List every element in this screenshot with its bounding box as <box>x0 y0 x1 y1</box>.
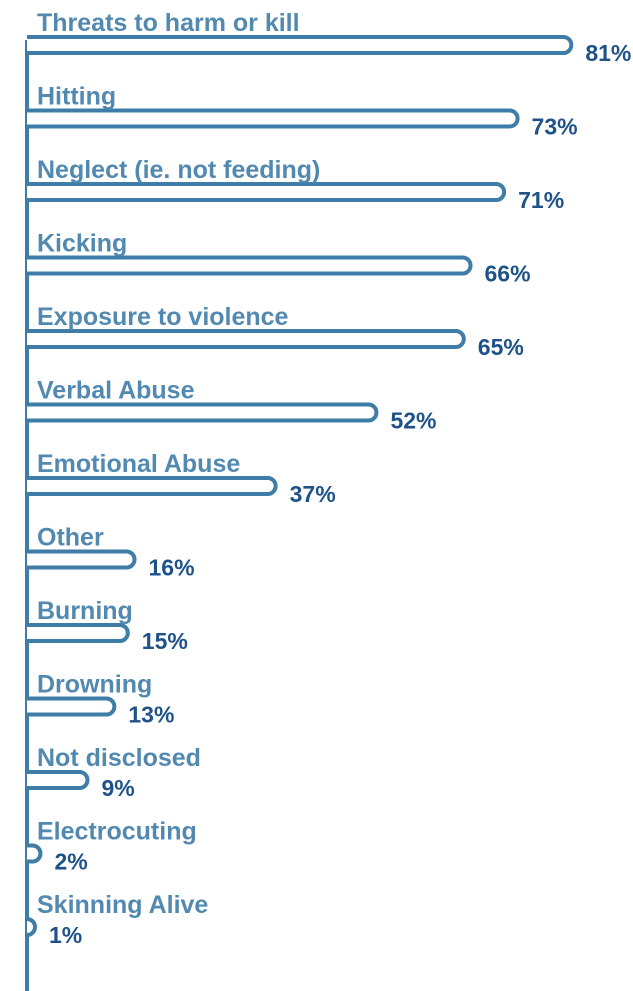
value-label: 15% <box>142 628 188 654</box>
value-label: 65% <box>478 334 524 360</box>
bar-3 <box>27 182 507 202</box>
bar-10 <box>27 696 117 717</box>
bars-layer <box>26 35 574 937</box>
bar-13 <box>26 917 37 937</box>
bar-4 <box>27 255 473 276</box>
labels-layer: Threats to harm or kill 81% Hitting 73% Negl… <box>37 9 631 948</box>
category-label: Emotional Abuse <box>37 450 240 478</box>
value-label: 9% <box>101 775 134 801</box>
value-label: 13% <box>128 702 174 728</box>
value-label: 66% <box>485 261 531 287</box>
category-label: Skinning Alive <box>37 891 208 919</box>
category-label: Exposure to violence <box>37 303 289 331</box>
bar-8 <box>27 549 137 570</box>
bar-5 <box>27 329 466 349</box>
value-label: 1% <box>49 922 82 948</box>
category-label: Kicking <box>37 230 127 258</box>
bar-2 <box>27 108 520 129</box>
bar-11 <box>27 770 90 790</box>
value-label: 2% <box>54 849 87 875</box>
bar-9 <box>27 623 130 643</box>
value-label: 16% <box>149 555 195 581</box>
value-label: 81% <box>585 40 631 66</box>
bar-7 <box>27 476 278 496</box>
category-label: Neglect (ie. not feeding) <box>37 156 320 184</box>
bar-1 <box>27 35 574 55</box>
category-label: Verbal Abuse <box>37 377 195 405</box>
category-label: Drowning <box>37 671 152 699</box>
bar-6 <box>27 402 379 423</box>
bar-12 <box>27 843 43 864</box>
category-label: Threats to harm or kill <box>37 9 300 37</box>
category-label: Hitting <box>37 83 116 111</box>
category-label: Electrocuting <box>37 818 197 846</box>
value-label: 52% <box>390 408 436 434</box>
category-label: Not disclosed <box>37 744 201 772</box>
category-label: Burning <box>37 597 133 625</box>
value-label: 37% <box>290 481 336 507</box>
value-label: 73% <box>532 114 578 140</box>
value-label: 71% <box>518 187 564 213</box>
category-label: Other <box>37 524 104 552</box>
